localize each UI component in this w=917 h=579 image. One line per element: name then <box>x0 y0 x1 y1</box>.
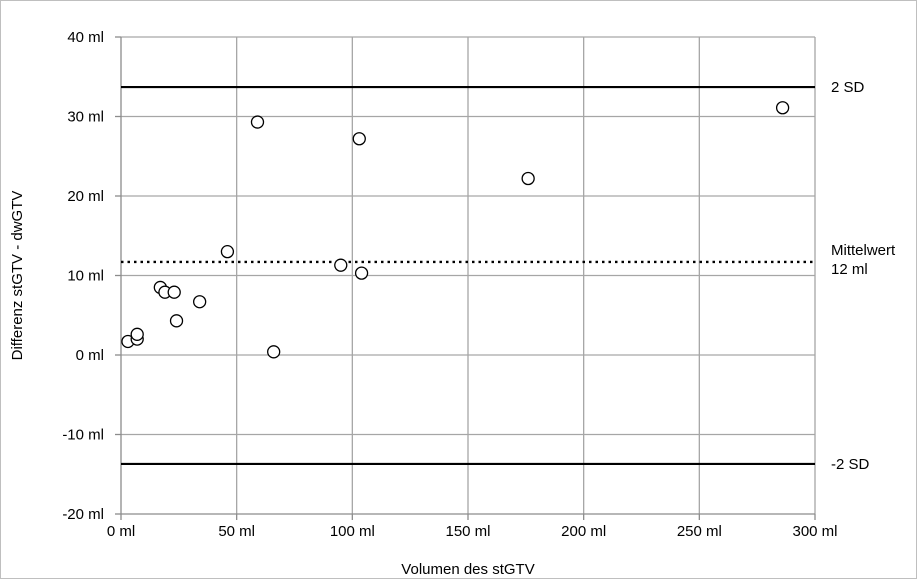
y-tick-label: -10 ml <box>62 427 104 444</box>
reference-line-label: -2 SD <box>831 456 870 473</box>
grid <box>121 36 816 514</box>
labels: Volumen des stGTV Differenz stGTV - dwGT… <box>9 29 896 578</box>
x-tick-label: 150 ml <box>445 523 490 540</box>
data-point <box>220 244 235 259</box>
y-tick-label: 40 ml <box>67 29 104 46</box>
x-tick-label: 0 ml <box>107 523 135 540</box>
x-tick-label: 250 ml <box>677 523 722 540</box>
reference-line-label: 12 ml <box>831 261 868 278</box>
x-tick-label: 50 ml <box>218 523 255 540</box>
reference-line-label: 2 SD <box>831 79 865 96</box>
data-point <box>267 345 281 359</box>
data-point <box>130 327 144 341</box>
data-point <box>354 266 369 280</box>
x-tick-label: 300 ml <box>792 523 837 540</box>
data-point <box>334 258 348 272</box>
x-axis-label: Volumen des stGTV <box>401 561 534 578</box>
y-tick-label: -20 ml <box>62 506 104 523</box>
x-tick-label: 100 ml <box>330 523 375 540</box>
axes <box>115 36 816 520</box>
x-tick-label: 200 ml <box>561 523 606 540</box>
data-point <box>352 132 366 146</box>
y-axis-label: Differenz stGTV - dwGTV <box>9 191 26 361</box>
data-point <box>521 171 535 186</box>
data-point <box>775 101 790 115</box>
reference-line-label: Mittelwert <box>831 242 896 259</box>
y-tick-label: 30 ml <box>67 109 104 126</box>
data-point <box>250 115 265 129</box>
reference-lines <box>121 85 815 466</box>
y-tick-label: 0 ml <box>76 347 104 364</box>
y-tick-label: 10 ml <box>67 268 104 285</box>
data-point <box>193 295 207 309</box>
data-point <box>169 314 184 328</box>
y-tick-label: 20 ml <box>67 188 104 205</box>
data-points <box>121 101 790 359</box>
data-point <box>167 285 181 299</box>
